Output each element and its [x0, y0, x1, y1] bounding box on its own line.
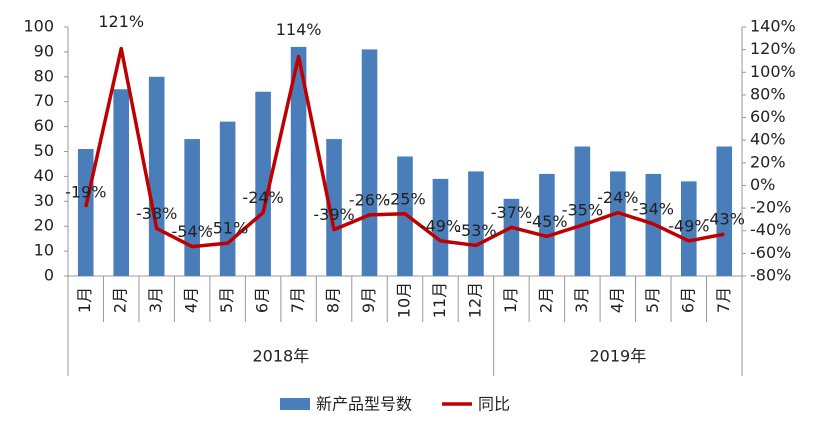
data-label: -25% — [384, 189, 425, 208]
bar — [219, 121, 236, 277]
data-label: -39% — [313, 205, 354, 224]
x-tick-label: 5月 — [643, 287, 662, 313]
bar — [361, 49, 378, 276]
x-tick-label: 4月 — [182, 287, 201, 313]
x-tick-label: 7月 — [288, 287, 307, 313]
legend-swatch — [280, 398, 310, 410]
y-tick-label: 40 — [34, 166, 54, 185]
bar — [432, 178, 449, 276]
legend-label: 同比 — [478, 395, 510, 414]
y-tick-label: 0 — [44, 266, 54, 285]
group-label: 2018年 — [252, 347, 309, 366]
bar — [716, 146, 733, 276]
bar — [113, 89, 130, 276]
y-tick-label: 10 — [34, 241, 54, 260]
data-label: -34% — [633, 199, 674, 218]
x-tick-label: 6月 — [253, 287, 272, 313]
group-label: 2019年 — [589, 347, 646, 366]
bar — [326, 139, 342, 276]
y-tick-label: 20 — [34, 216, 54, 235]
bar — [680, 181, 697, 276]
bar — [574, 146, 591, 276]
bar — [397, 156, 413, 276]
data-label: -51% — [207, 219, 248, 238]
data-label: -53% — [455, 221, 496, 240]
y2-tick-label: 80% — [750, 84, 786, 103]
x-tick-label: 12月 — [465, 282, 484, 318]
y2-tick-label: 140% — [750, 17, 796, 36]
bar — [148, 76, 165, 276]
x-tick-label: 7月 — [714, 287, 733, 313]
bar — [255, 91, 271, 277]
y-tick-label: 70 — [34, 91, 54, 110]
data-label: -38% — [136, 204, 177, 223]
x-tick-label: 5月 — [217, 287, 236, 313]
x-tick-label: 2月 — [536, 287, 555, 313]
data-label: 114% — [276, 20, 322, 39]
y-tick-label: 30 — [34, 191, 54, 210]
line — [84, 46, 725, 249]
x-tick-label: 10月 — [395, 282, 414, 318]
y2-tick-label: -40% — [750, 220, 791, 239]
bar — [610, 171, 626, 276]
y2-tick-label: -80% — [750, 266, 791, 285]
x-tick-label: 11月 — [430, 282, 449, 318]
x-tick-label: 8月 — [324, 287, 343, 313]
data-label: 121% — [98, 12, 144, 31]
y-tick-label: 90 — [34, 41, 54, 60]
x-tick-label: 3月 — [146, 287, 165, 313]
bar — [539, 173, 555, 276]
x-tick-label: 1月 — [501, 287, 520, 313]
data-label: -54% — [171, 222, 212, 241]
y2-tick-label: 0% — [750, 175, 775, 194]
x-tick-label: 9月 — [359, 287, 378, 313]
y-tick-label: 60 — [34, 116, 54, 135]
x-tick-label: 3月 — [572, 287, 591, 313]
bar — [290, 46, 307, 276]
legend-label: 新产品型号数 — [316, 395, 412, 414]
data-label: -45% — [526, 212, 567, 231]
x-tick-label: 1月 — [75, 287, 94, 313]
data-label: -43% — [704, 210, 745, 229]
bar — [77, 149, 94, 276]
x-tick-label: 4月 — [607, 287, 626, 313]
y2-tick-label: 20% — [750, 152, 786, 171]
data-label: -24% — [242, 188, 283, 207]
data-label: -49% — [420, 216, 461, 235]
y2-tick-label: -60% — [750, 243, 791, 262]
y-tick-label: 100 — [23, 17, 54, 36]
data-label: -24% — [597, 188, 638, 207]
data-label: -26% — [349, 190, 390, 209]
x-tick-label: 6月 — [678, 287, 697, 313]
y2-tick-label: 40% — [750, 130, 786, 149]
data-label: -49% — [668, 216, 709, 235]
y2-tick-label: 100% — [750, 62, 796, 81]
x-tick-label: 2月 — [111, 287, 130, 313]
y2-tick-label: -20% — [750, 198, 791, 217]
bar — [503, 198, 520, 276]
bar — [184, 139, 200, 276]
bar — [468, 171, 484, 276]
data-label: -37% — [491, 203, 532, 222]
y-tick-label: 80 — [34, 66, 54, 85]
y2-tick-label: 120% — [750, 39, 796, 58]
y2-tick-label: 60% — [750, 107, 786, 126]
data-label: -35% — [562, 201, 603, 220]
data-label: -19% — [65, 182, 106, 201]
y-tick-label: 50 — [34, 141, 54, 160]
